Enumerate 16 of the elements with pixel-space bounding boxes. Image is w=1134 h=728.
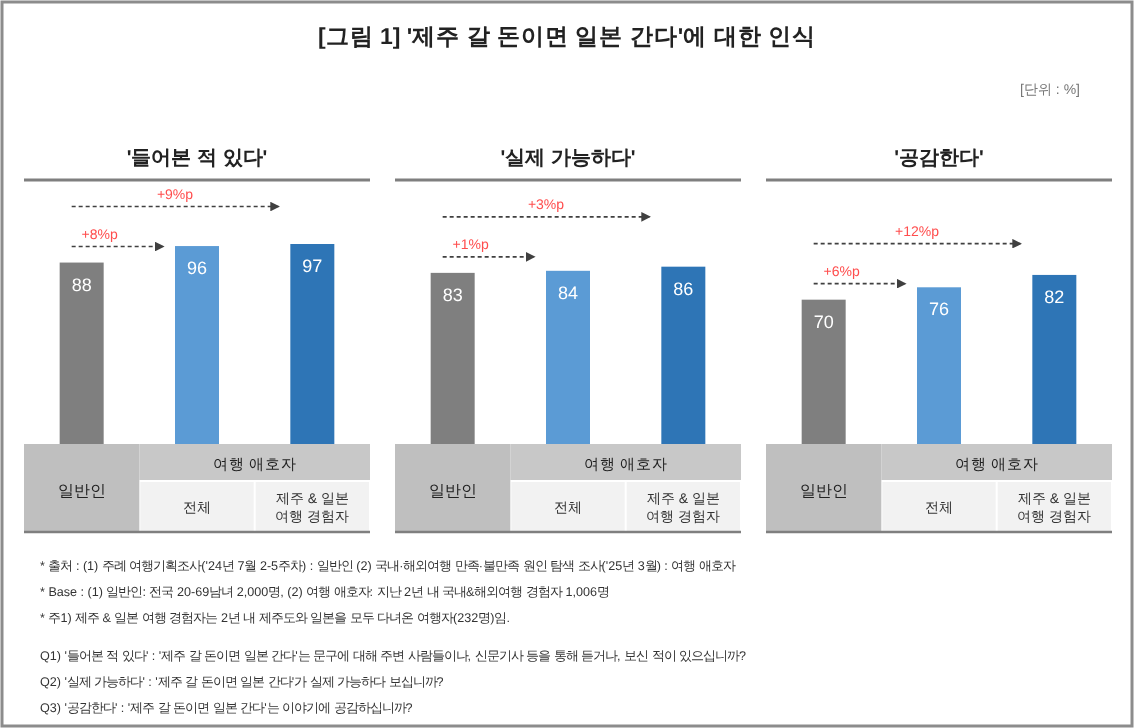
x-tick-label: 일반인 [799,482,848,500]
data-label: 86 [673,278,694,299]
data-label: 70 [813,311,834,332]
chart-title: '들어본 적 있다' [126,148,268,170]
data-label: 83 [442,284,463,305]
chart-title: '실제 가능하다' [500,148,636,170]
data-label: 82 [1044,286,1065,307]
data-label: 96 [186,258,208,279]
data-label: 97 [302,256,323,276]
x-tick-label: 일반인 [428,482,477,500]
data-label: 84 [557,282,579,303]
data-label: 88 [71,274,92,295]
text: [그림 1] '제주 갈 돈이면 일본 간다'에 대한 인식 [317,24,817,50]
chart-title: '공감한다' [894,148,984,170]
x-tick-label: 일반인 [57,482,106,500]
data-label: 76 [928,299,950,320]
